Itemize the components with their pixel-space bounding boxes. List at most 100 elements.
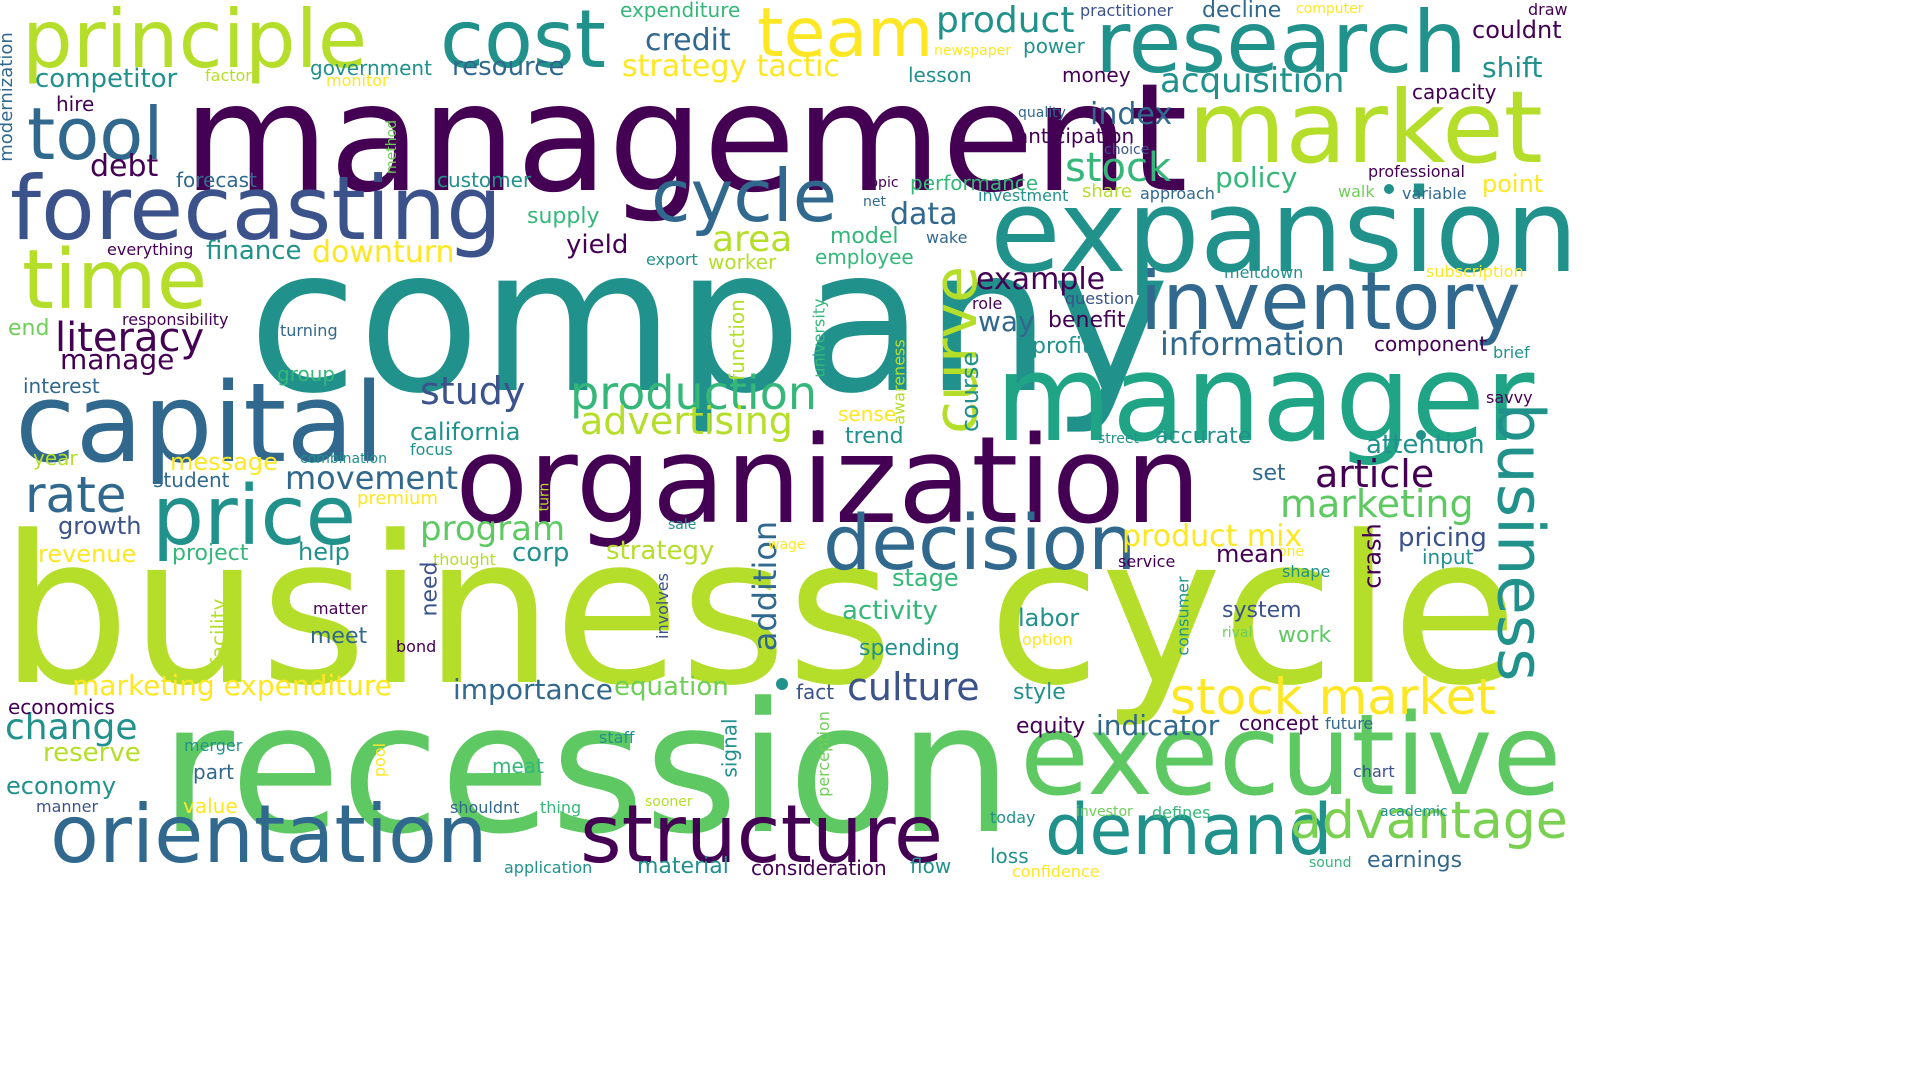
word: stage [892, 564, 959, 592]
word: manner [36, 797, 99, 816]
word: thought [433, 550, 496, 569]
word: executive [1020, 691, 1562, 821]
word: example [976, 262, 1106, 297]
word: crash [1358, 523, 1387, 589]
word: organization [455, 412, 1202, 551]
word: corp [512, 538, 570, 568]
word: student [153, 468, 230, 492]
word: earnings [1367, 848, 1463, 873]
word: help [298, 538, 350, 566]
word: professional [1368, 162, 1465, 181]
word: equity [1016, 714, 1086, 739]
word: supply [527, 204, 600, 229]
word: capital [15, 359, 385, 487]
word: defines [1152, 803, 1211, 822]
word: product [936, 0, 1075, 41]
word: year [33, 446, 78, 470]
word: indicator [1096, 709, 1220, 742]
word: end [8, 316, 50, 341]
word: worker [708, 250, 777, 274]
word: shape [1282, 562, 1331, 581]
word: yield [566, 230, 629, 260]
word: importance [453, 673, 613, 706]
word: business [1482, 402, 1557, 682]
word: focus [410, 440, 453, 459]
word: consumer [1173, 576, 1193, 656]
word: business [0, 493, 894, 731]
word: anticipation [1016, 124, 1135, 148]
word: factor [205, 66, 252, 85]
word: message [170, 448, 278, 476]
word: data [890, 197, 958, 232]
word: hire [56, 92, 95, 116]
word: chart [1353, 762, 1395, 781]
word: rate [25, 466, 127, 524]
word: savvy [1486, 388, 1533, 407]
word: orientation [50, 788, 488, 881]
word: manage [60, 343, 175, 376]
word: draw [1528, 0, 1568, 19]
word: everything [107, 240, 194, 259]
word: labor [1018, 604, 1080, 632]
word: value [183, 794, 238, 818]
word: material [637, 854, 729, 879]
word: competitor [35, 64, 178, 94]
word: spending [859, 636, 960, 661]
word: downturn [312, 235, 455, 270]
word: policy [1215, 161, 1298, 194]
word: sale [668, 517, 697, 533]
word: choice [1104, 142, 1150, 158]
word: matter [313, 599, 368, 618]
word: function [724, 299, 749, 381]
word: benefit [1048, 308, 1126, 333]
word: interest [23, 374, 100, 398]
word: performance [910, 171, 1039, 195]
word: component [1374, 332, 1488, 356]
word: way [978, 305, 1035, 338]
word: change [5, 707, 138, 748]
word: cycle [651, 154, 838, 238]
word: stock market [1170, 668, 1497, 726]
word: walk [1338, 182, 1375, 201]
dot-mark [813, 430, 823, 440]
word: shift [1482, 51, 1543, 84]
word: decline [1202, 0, 1282, 23]
word: capacity [1412, 80, 1497, 104]
word: university [809, 298, 829, 378]
word: thing [540, 798, 582, 817]
word: forecast [176, 168, 257, 192]
dot-mark [1384, 184, 1394, 194]
word: credit [645, 23, 731, 58]
word: expansion [990, 165, 1579, 299]
word: practitioner [1080, 1, 1174, 20]
word: application [504, 858, 593, 877]
word: responsibility [122, 310, 229, 329]
word: team [757, 0, 934, 73]
word: market [1188, 69, 1543, 186]
word: investment [978, 186, 1069, 205]
word: movement [285, 459, 459, 497]
word: marketing expenditure [72, 669, 393, 702]
word: reserve [43, 738, 141, 768]
word: brief [1493, 343, 1530, 362]
word: index [1090, 97, 1173, 132]
word: question [1065, 289, 1135, 308]
word: strategy [606, 536, 715, 566]
word: signal [717, 718, 742, 778]
word: export [646, 250, 698, 269]
word: group [277, 362, 336, 386]
word: premium [357, 488, 438, 509]
word: option [1022, 630, 1073, 649]
word: wake [926, 228, 968, 247]
word: article [1315, 452, 1435, 496]
word: variable [1402, 184, 1467, 203]
word: share [1082, 181, 1132, 202]
word: merger [184, 736, 243, 755]
word: turning [280, 321, 338, 340]
word: couldnt [1472, 16, 1562, 44]
word: sooner [645, 794, 693, 810]
word: flow [910, 854, 952, 878]
word: customer [437, 168, 532, 192]
word: staff [599, 728, 635, 747]
word: research [1095, 0, 1468, 93]
